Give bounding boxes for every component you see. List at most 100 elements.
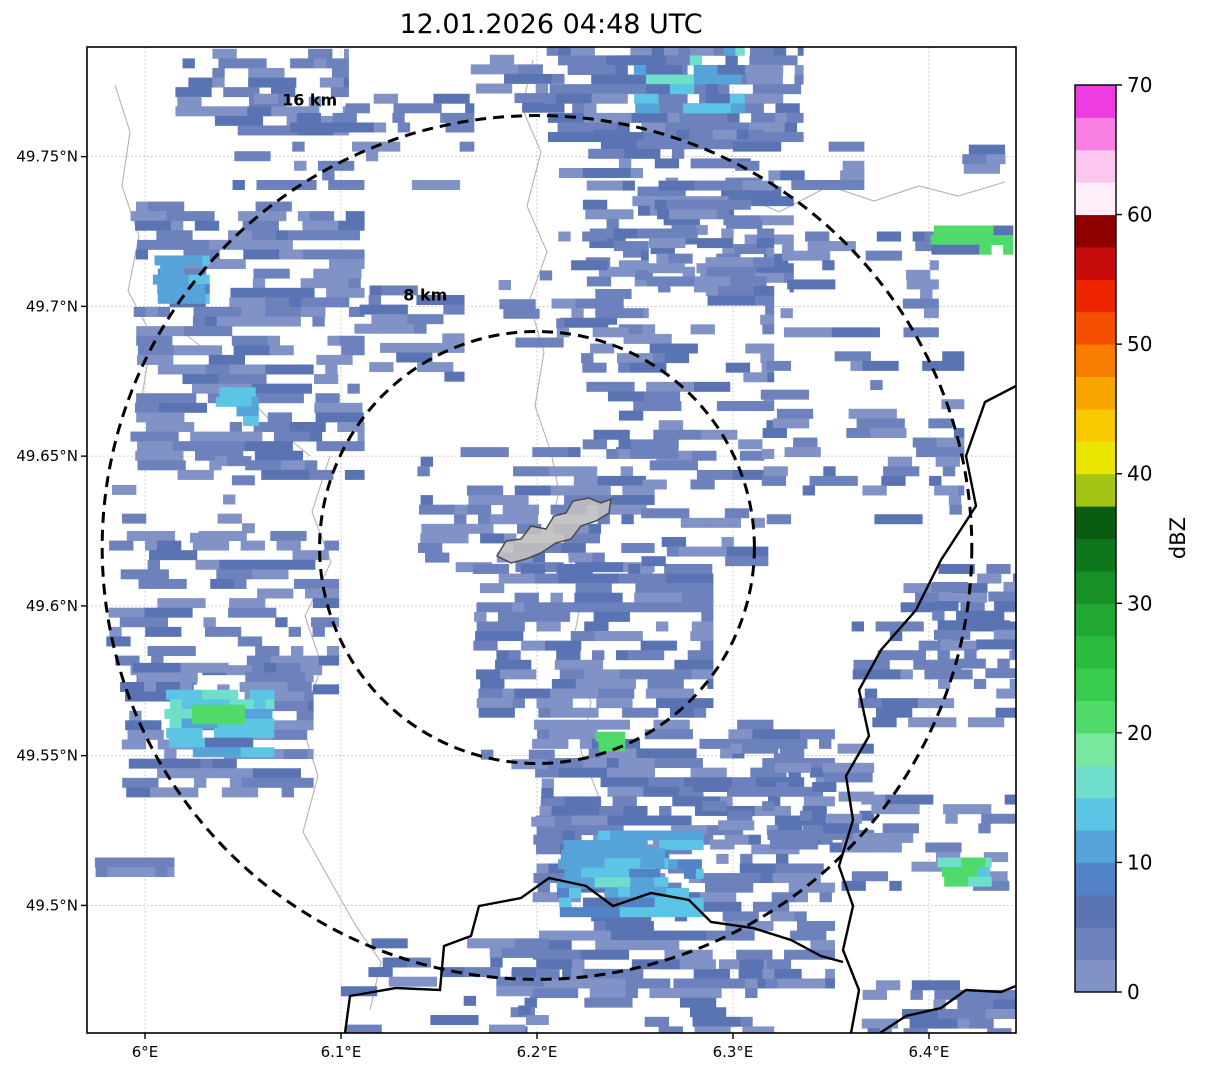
radar-cell <box>651 93 688 104</box>
radar-cell <box>977 573 1002 584</box>
radar-cell <box>741 743 779 754</box>
radar-cell <box>610 930 659 941</box>
radar-cell <box>340 986 378 997</box>
radar-cell <box>233 345 246 356</box>
radar-cell <box>589 343 615 354</box>
radar-cell <box>691 698 714 709</box>
radar-cell <box>582 168 632 178</box>
radar-cell <box>287 230 325 241</box>
radar-cell <box>311 617 336 628</box>
radar-cell <box>204 626 242 637</box>
radar-cell <box>380 342 405 353</box>
radar-cell <box>656 253 669 264</box>
radar-cell <box>175 106 224 117</box>
radar-cell <box>689 55 703 66</box>
radar-cell <box>479 583 505 594</box>
radar-cell <box>859 810 875 821</box>
radar-cell <box>822 823 860 834</box>
radar-cell <box>512 602 525 613</box>
radar-cell <box>871 804 920 815</box>
radar-cell <box>536 959 573 970</box>
radar-cell <box>529 988 579 999</box>
radar-cell <box>532 447 569 458</box>
radar-cell <box>929 260 939 271</box>
radar-cell <box>636 748 685 759</box>
radar-cell <box>769 839 819 850</box>
map-line-border <box>343 876 844 1033</box>
radar-cell <box>559 897 572 908</box>
radar-cell <box>732 141 782 152</box>
radar-cell <box>350 249 365 260</box>
radar-cell <box>265 364 314 375</box>
radar-cell <box>169 768 218 779</box>
radar-cell <box>575 533 601 544</box>
radar-cell <box>734 244 771 255</box>
colorbar-label: dBZ <box>1166 517 1190 559</box>
radar-cell <box>203 704 217 715</box>
radar-cell <box>636 139 685 150</box>
radar-cell <box>949 658 986 669</box>
radar-cell <box>704 517 741 528</box>
colorbar-segment <box>1075 603 1116 637</box>
radar-cell <box>194 220 220 231</box>
radar-cell <box>658 930 707 941</box>
radar-cell <box>257 672 306 683</box>
radar-cell <box>582 439 608 450</box>
radar-cell <box>476 698 514 709</box>
radar-cell <box>420 495 433 506</box>
radar-cell <box>585 209 634 220</box>
radar-cell <box>241 306 266 317</box>
radar-cell <box>798 132 804 143</box>
radar-cell <box>481 749 494 760</box>
radar-cell <box>154 255 203 266</box>
radar-cell <box>740 853 753 864</box>
radar-cell <box>957 1018 970 1029</box>
radar-cell <box>834 351 871 362</box>
radar-cell <box>882 427 907 438</box>
radar-cell <box>862 989 887 1000</box>
radar-cell <box>548 602 597 613</box>
radar-cell <box>343 77 349 88</box>
radar-cell <box>589 238 626 249</box>
radar-cell <box>643 786 680 797</box>
radar-cell <box>751 112 776 123</box>
radar-cell <box>625 988 638 999</box>
radar-cell <box>582 231 607 242</box>
radar-cell <box>642 479 667 490</box>
radar-cell <box>988 591 1016 602</box>
radar-cell <box>619 669 668 680</box>
radar-cell <box>556 563 593 574</box>
radar-cell <box>106 636 131 647</box>
radar-cell <box>303 249 352 260</box>
radar-cell <box>729 93 745 104</box>
radar-cell <box>622 485 655 496</box>
radar-cell <box>514 485 552 496</box>
radar-cell <box>166 689 179 700</box>
radar-cell <box>702 801 727 812</box>
radar-cell <box>193 306 242 317</box>
radar-cell <box>136 393 149 404</box>
radar-cell <box>591 93 628 104</box>
radar-cell <box>232 179 245 190</box>
radar-cell <box>312 598 340 609</box>
radar-cell <box>237 125 286 136</box>
radar-cell <box>928 447 953 458</box>
y-axis-tick-label: 49.75°N <box>16 148 78 166</box>
radar-cell <box>496 976 545 987</box>
radar-cell <box>810 767 835 778</box>
radar-cell <box>721 228 734 239</box>
radar-cell <box>725 362 751 373</box>
radar-cell <box>738 968 763 979</box>
radar-cell <box>350 287 365 298</box>
radar-cell <box>476 602 513 613</box>
radar-cell <box>881 475 906 486</box>
radar-cell <box>683 103 732 114</box>
radar-cell <box>373 122 387 133</box>
radar-cell <box>329 259 365 270</box>
radar-cell <box>326 646 340 657</box>
radar-cell <box>583 112 632 123</box>
radar-cell <box>600 139 638 150</box>
radar-cell <box>856 418 905 429</box>
radar-cell <box>177 96 202 107</box>
radar-cell <box>641 122 666 133</box>
